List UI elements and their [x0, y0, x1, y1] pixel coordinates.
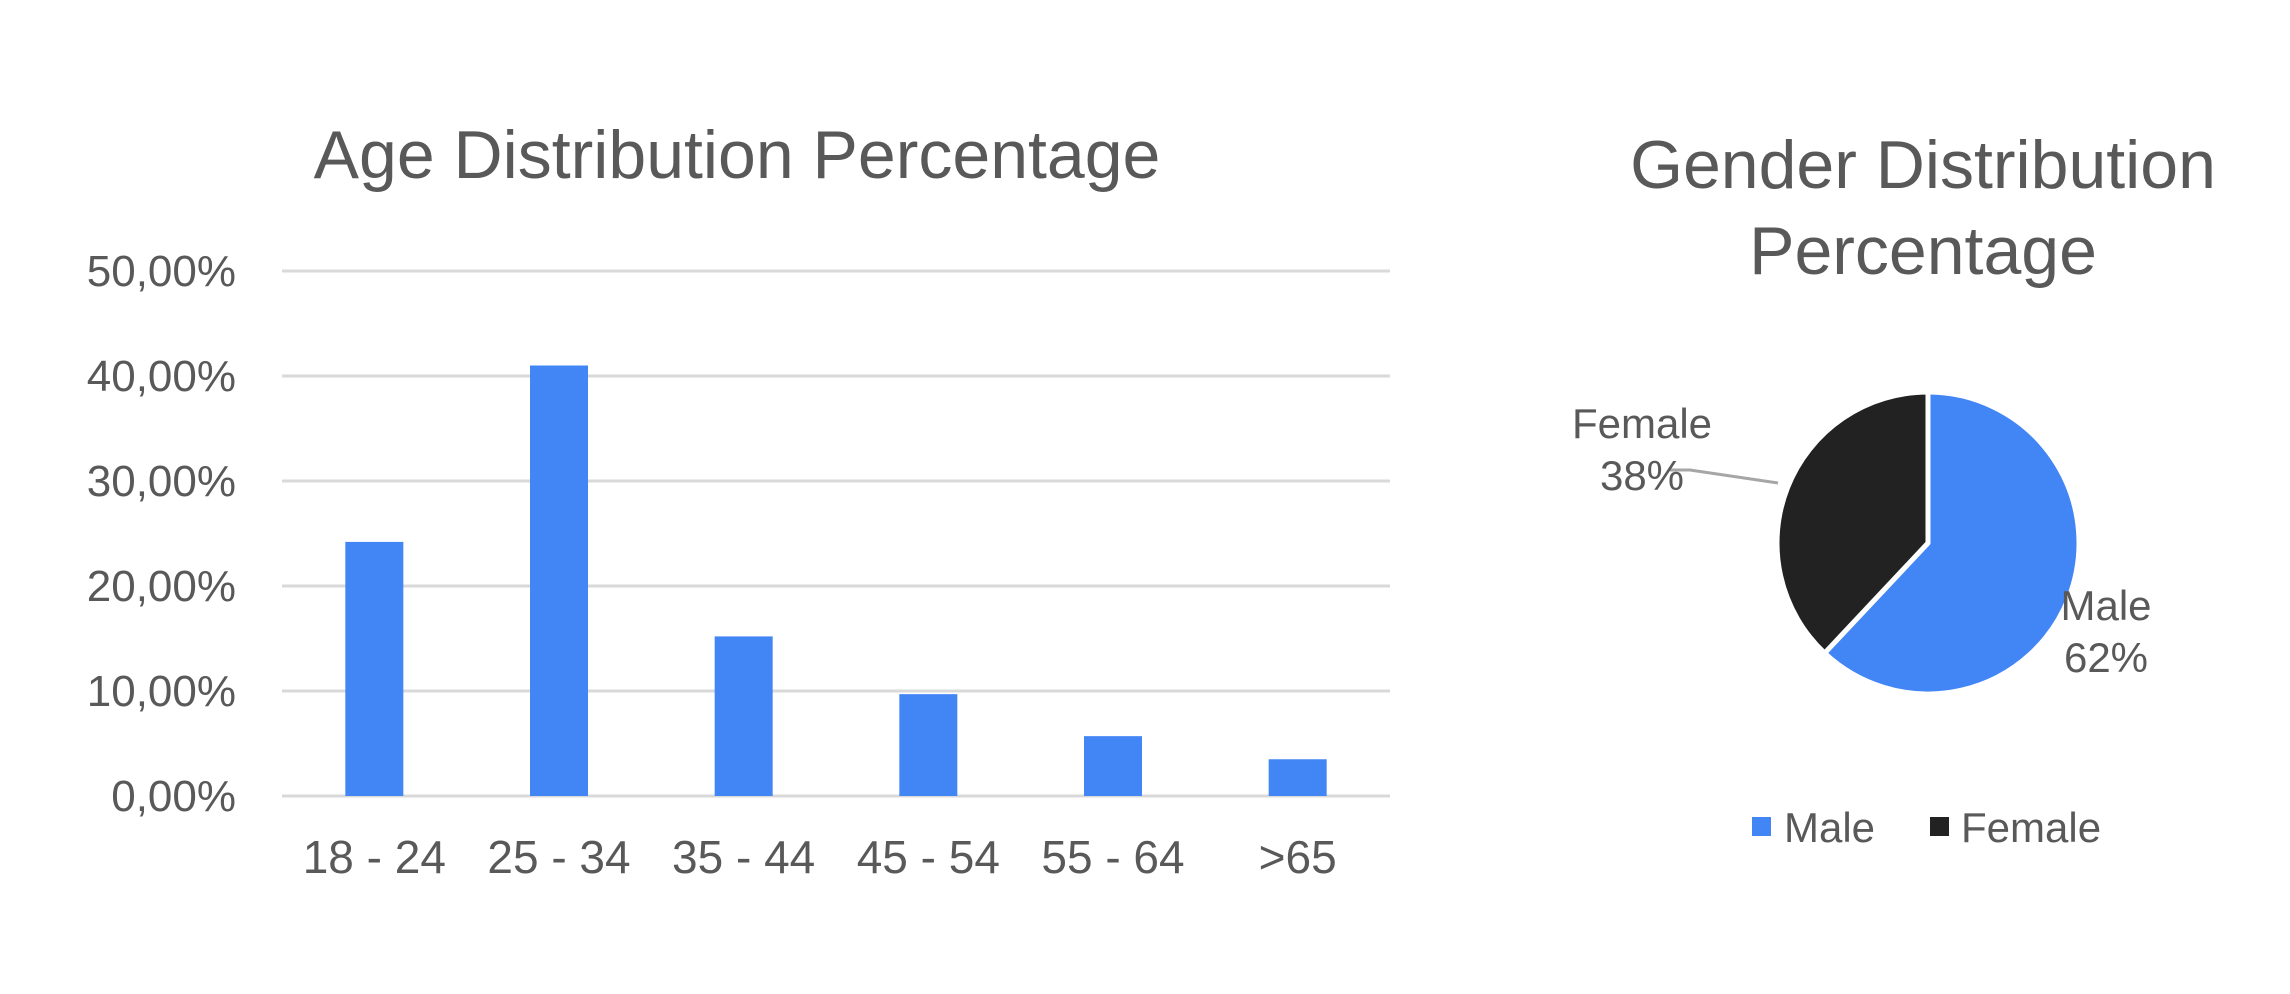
y-tick-label: 20,00%	[87, 562, 236, 611]
female-leader-line	[1670, 468, 1779, 485]
bar-series	[345, 365, 1327, 796]
pie-slices	[1774, 389, 2082, 697]
bar	[714, 636, 773, 796]
bar-chart: Age Distribution Percentage 0,00% 10,00% 2…	[87, 117, 1390, 883]
male-slice-percent: 62%	[2064, 634, 2148, 681]
pie-legend: Male Female	[1752, 804, 2101, 851]
legend-label-male: Male	[1784, 804, 1875, 851]
male-slice-name: Male	[2060, 582, 2151, 629]
bar-x-tick-labels: 18 - 24 25 - 34 35 - 44 45 - 54 55 - 64 >65	[303, 831, 1337, 883]
female-slice-name: Female	[1572, 400, 1712, 447]
x-tick-label: 45 - 54	[857, 831, 1000, 883]
pie-chart-title-line-1: Gender Distribution	[1630, 127, 2216, 203]
x-tick-label: 35 - 44	[672, 831, 815, 883]
pie-slice-female	[1774, 389, 1931, 656]
y-tick-label: 30,00%	[87, 457, 236, 506]
x-tick-label: 25 - 34	[487, 831, 630, 883]
bar	[899, 694, 958, 796]
y-tick-label: 50,00%	[87, 247, 236, 296]
pie-slice-male	[1822, 389, 2082, 697]
bar	[345, 541, 404, 796]
legend-swatch-female	[1930, 817, 1949, 836]
bar-gridlines	[282, 269, 1390, 798]
pie-chart: Gender Distribution Percentage Female 38…	[1572, 127, 2216, 851]
legend-swatch-male	[1752, 817, 1771, 836]
x-tick-label: 18 - 24	[303, 831, 446, 883]
y-tick-label: 40,00%	[87, 352, 236, 401]
bar-y-tick-labels: 0,00% 10,00% 20,00% 30,00% 40,00% 50,00%	[87, 247, 236, 821]
bar-chart-title: Age Distribution Percentage	[314, 117, 1161, 193]
bar	[1084, 736, 1142, 796]
pie-chart-title-line-2: Percentage	[1749, 213, 2097, 289]
x-tick-label: >65	[1259, 831, 1337, 883]
bar	[1268, 759, 1327, 796]
x-tick-label: 55 - 64	[1041, 831, 1184, 883]
y-tick-label: 0,00%	[111, 772, 236, 821]
female-slice-percent: 38%	[1600, 452, 1684, 499]
y-tick-label: 10,00%	[87, 667, 236, 716]
legend-label-female: Female	[1961, 804, 2101, 851]
bar	[530, 365, 588, 796]
